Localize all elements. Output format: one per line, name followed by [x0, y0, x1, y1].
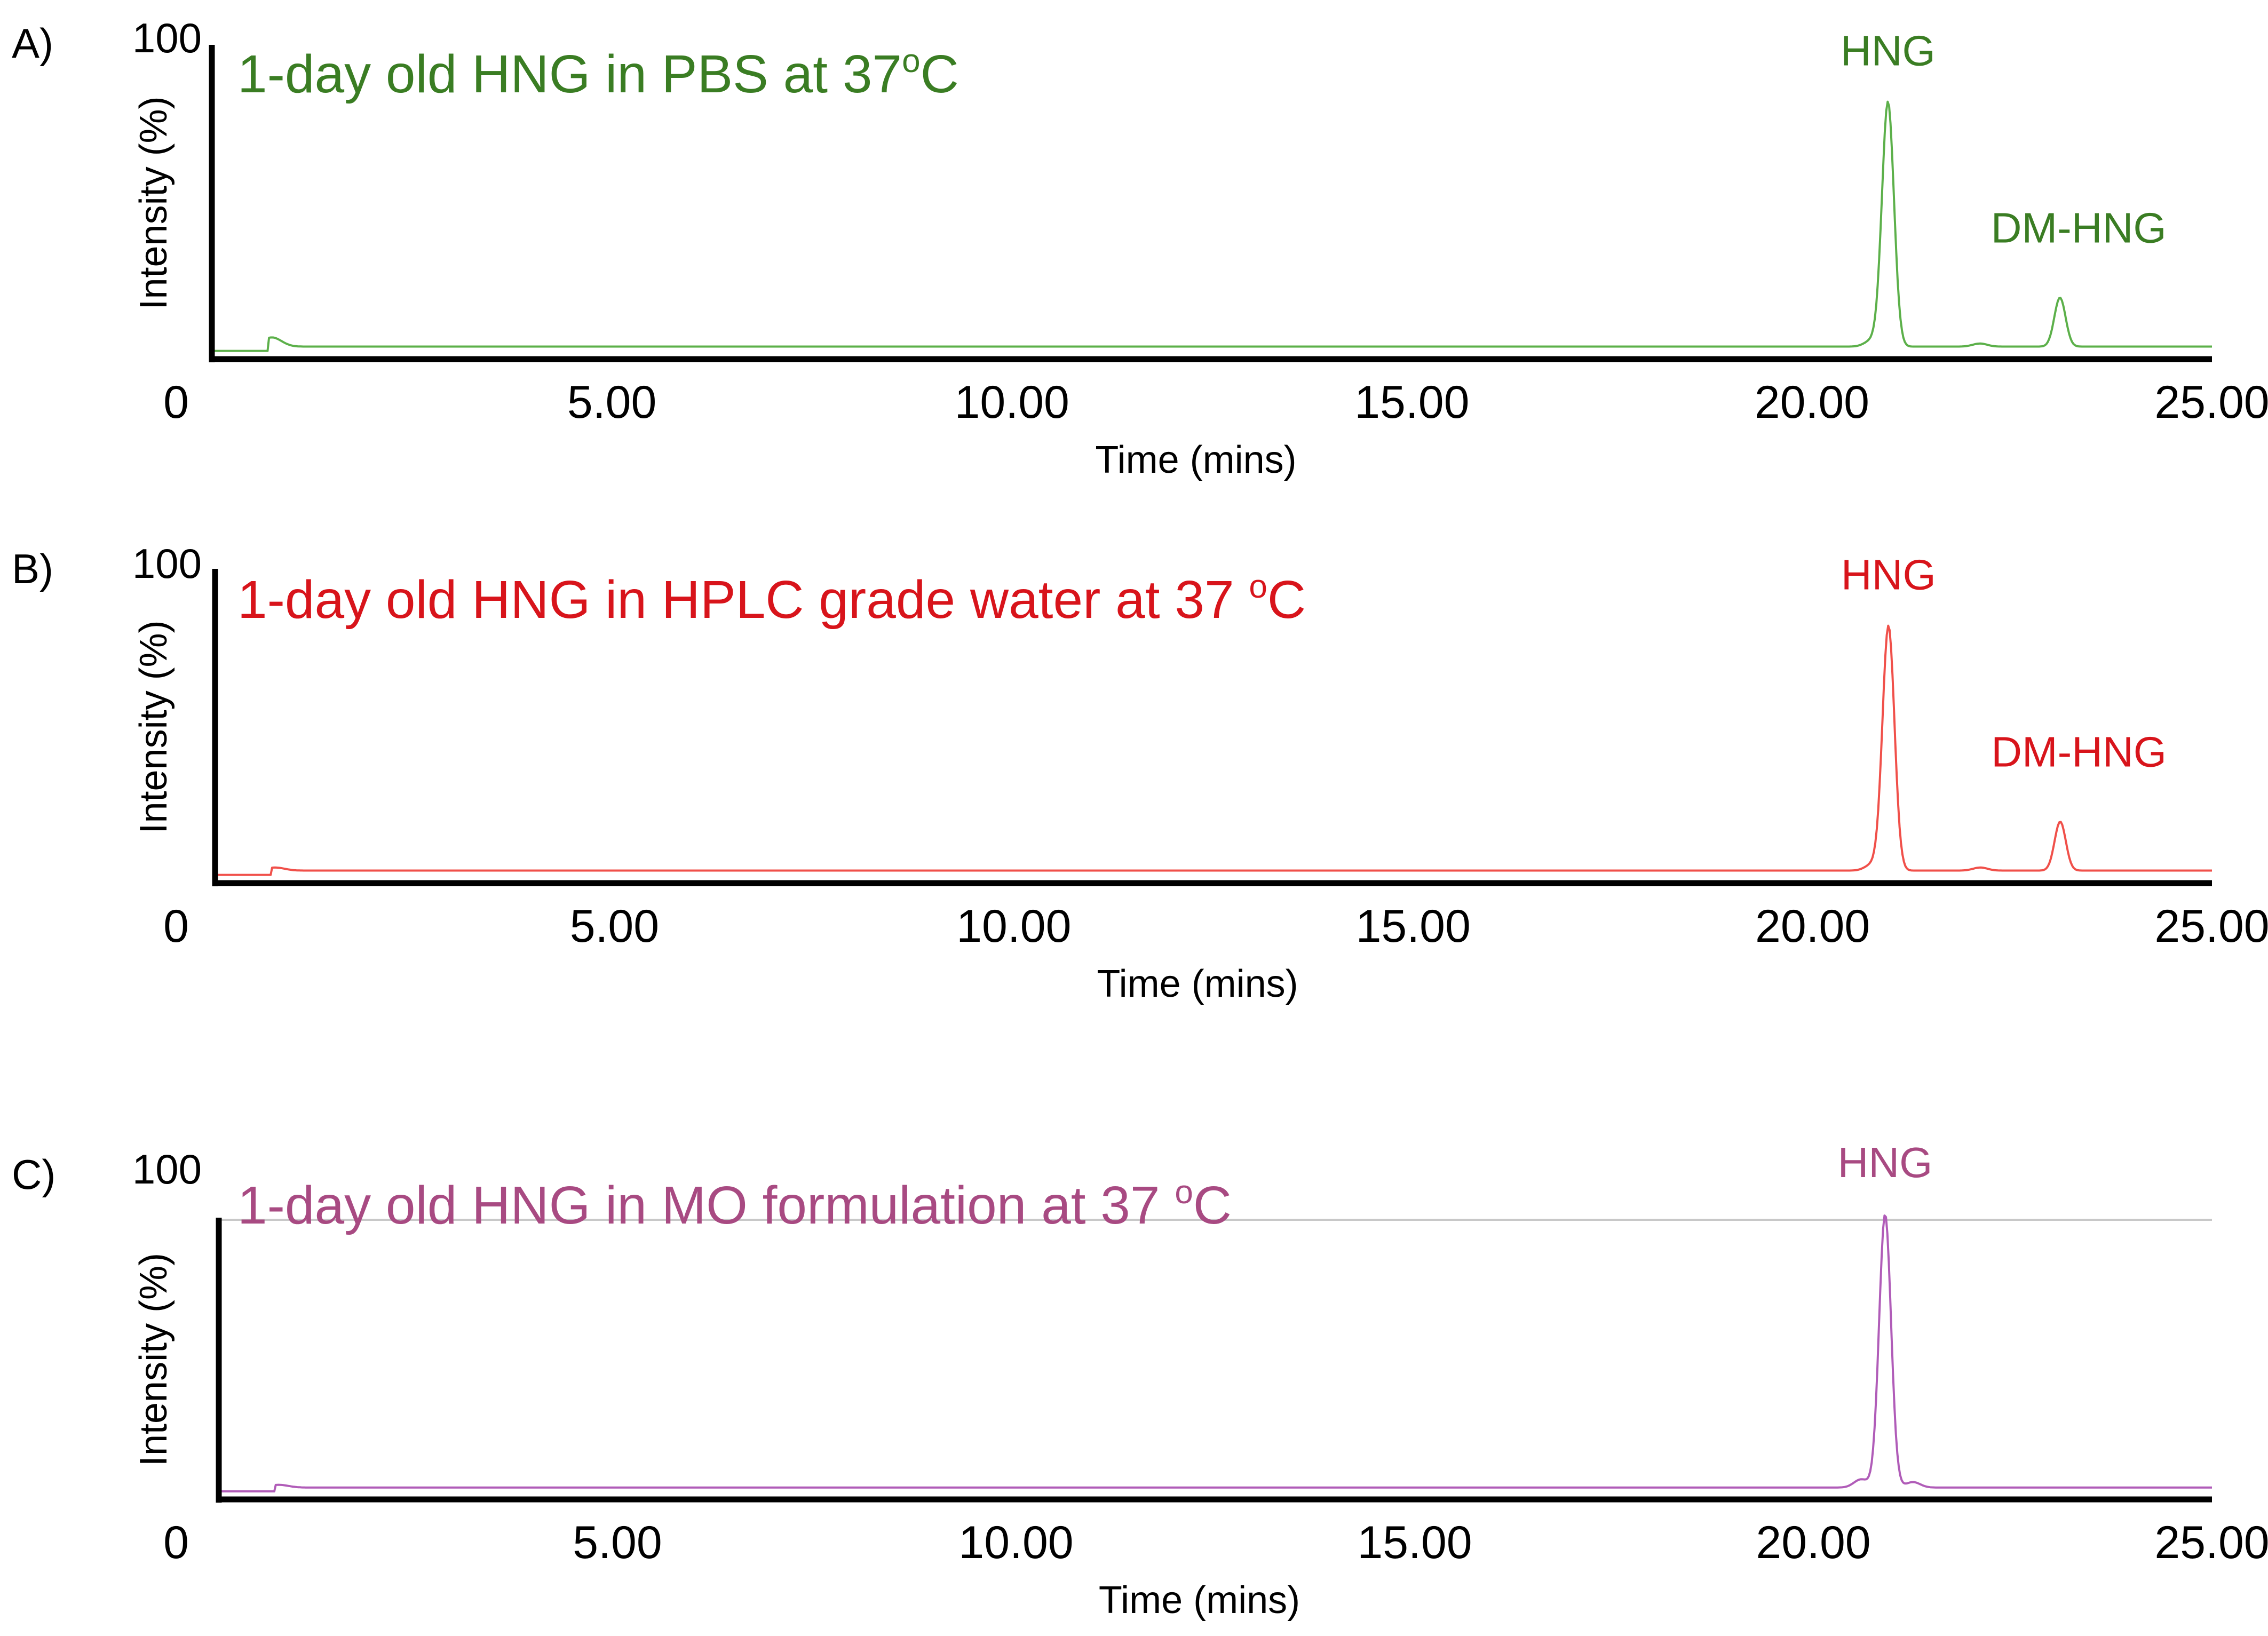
x-tick-label: 15.00	[1354, 377, 1469, 428]
peak-label: DM-HNG	[1991, 728, 2167, 775]
x-tick-label: 5.00	[570, 901, 659, 952]
x-axis-label: Time (mins)	[1095, 439, 1296, 481]
x-tick-label: 10.00	[955, 377, 1069, 428]
peak-label: DM-HNG	[1991, 204, 2167, 251]
y-axis-label: Intensity (%)	[132, 1253, 175, 1466]
x-tick-label: 25.00	[2154, 377, 2268, 428]
x-tick-label: 0	[163, 1517, 189, 1568]
chart-panel-3: C) 100 Intensity (%) 0 5.00 10.00 15.00 20.00 25…	[12, 1139, 2268, 1622]
chart-panel-1: A) 100 Intensity (%) 0 5.00 10.00 15.00 20.00 25…	[12, 14, 2268, 481]
x-tick-label: 20.00	[1755, 377, 1869, 428]
y-axis-top-label: 100	[132, 540, 202, 587]
y-axis-top-label: 100	[132, 14, 202, 61]
chart-panel-2: B) 100 Intensity (%) 0 5.00 10.00 15.00 20.00 25…	[12, 540, 2268, 1005]
x-tick-label: 10.00	[958, 1517, 1073, 1568]
peak-label: HNG	[1841, 551, 1936, 599]
x-tick-label: 25.00	[2154, 1517, 2268, 1568]
x-tick-label: 15.00	[1356, 901, 1471, 952]
x-tick-label: 20.00	[1756, 1517, 1870, 1568]
panel-label: B)	[12, 545, 53, 592]
x-tick-label: 5.00	[567, 377, 656, 428]
chromatogram-trace	[215, 624, 2212, 876]
y-axis-label: Intensity (%)	[132, 96, 175, 309]
panel-label: C)	[12, 1151, 55, 1198]
chromatogram-trace	[212, 100, 2212, 352]
chart-title: 1-day old HNG in HPLC grade water at 37 …	[237, 568, 1306, 630]
x-axis-label: Time (mins)	[1097, 963, 1298, 1005]
x-tick-label: 25.00	[2154, 901, 2268, 952]
y-axis-label: Intensity (%)	[132, 620, 175, 833]
x-tick-label: 5.00	[573, 1517, 662, 1568]
x-tick-label: 0	[163, 901, 189, 952]
x-axis-label: Time (mins)	[1099, 1579, 1300, 1622]
chromatogram-trace	[219, 1214, 2212, 1492]
x-tick-label: 15.00	[1357, 1517, 1472, 1568]
x-tick-label: 10.00	[956, 901, 1071, 952]
y-axis-top-label: 100	[132, 1146, 202, 1193]
chart-title: 1-day old HNG in PBS at 37oC	[237, 43, 959, 104]
peak-label: HNG	[1841, 27, 1936, 75]
peak-label: HNG	[1838, 1139, 1933, 1186]
x-tick-label: 0	[163, 377, 189, 428]
panel-label: A)	[12, 20, 53, 67]
chart-title: 1-day old HNG in MO formulation at 37 oC	[237, 1174, 1232, 1235]
x-tick-label: 20.00	[1755, 901, 1870, 952]
